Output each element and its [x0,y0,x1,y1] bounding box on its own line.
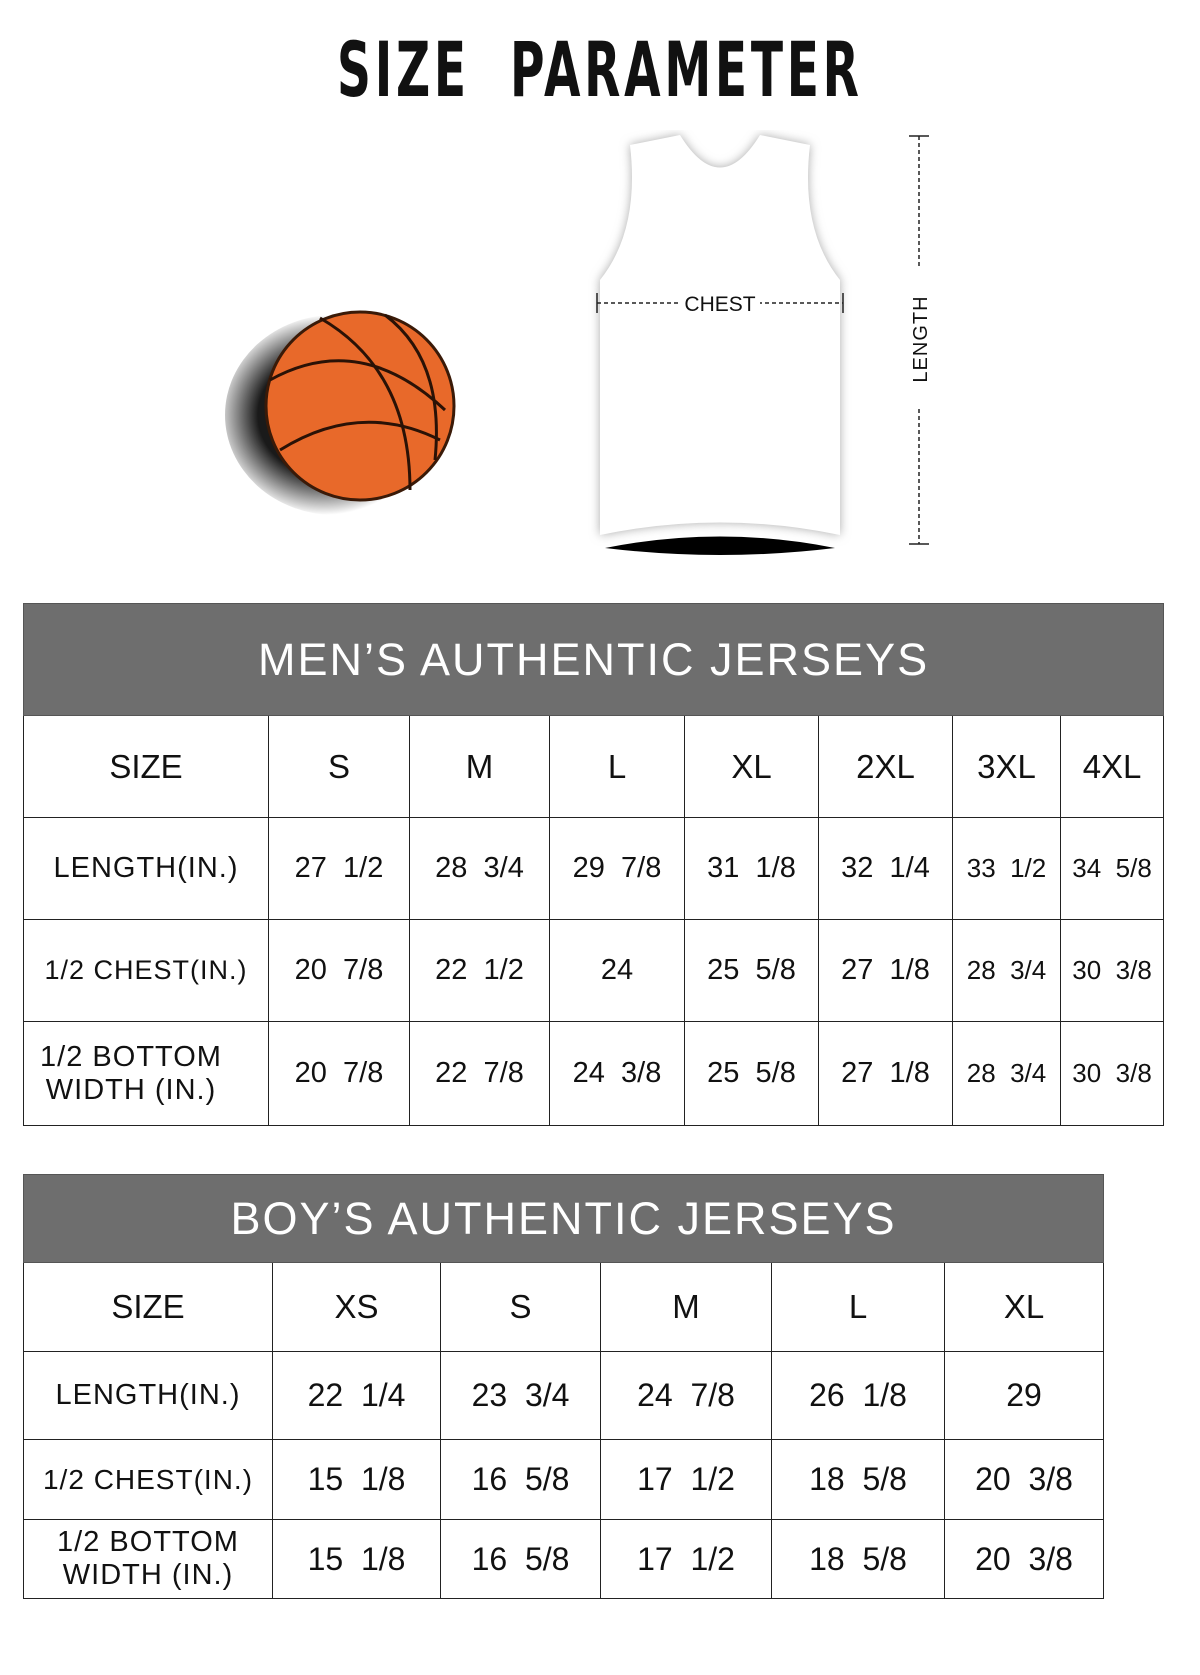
column-header: L [549,715,685,818]
column-header: 4XL [1059,715,1165,818]
row-label: LENGTH(IN.) [23,817,269,920]
boys-size-table: BOY’S AUTHENTIC JERSEYS SIZE XS S M L XL… [22,1174,1105,1599]
cell: 25 5/8 [684,1021,819,1126]
cell: 28 3/4 [409,817,550,920]
table-row: LENGTH(IN.) 22 1/4 23 3/4 24 7/8 26 1/8 … [23,1351,1105,1440]
cell: 32 1/4 [818,817,953,920]
table-row: LENGTH(IN.) 27 1/2 28 3/4 29 7/8 31 1/8 … [23,817,1165,920]
cell: 27 1/8 [818,1021,953,1126]
cell: 29 [943,1351,1105,1440]
cell: 15 1/8 [272,1439,441,1520]
cell: 20 3/8 [943,1439,1105,1520]
cell: 17 1/2 [600,1519,772,1599]
basketball-icon [225,310,456,515]
column-header: S [440,1262,601,1352]
cell: 31 1/8 [684,817,819,920]
cell: 18 5/8 [771,1439,945,1520]
row-label: 1/2 BOTTOM WIDTH (IN.) [23,1519,273,1599]
column-header: SIZE [23,715,269,818]
length-indicator: LENGTH [907,135,933,545]
column-header: M [409,715,550,818]
row-label: 1/2 CHEST(IN.) [23,1439,273,1520]
cell: 27 1/2 [268,817,410,920]
cell: 17 1/2 [600,1439,772,1520]
row-label: 1/2 CHEST(IN.) [23,919,269,1022]
page-title: SIZE PARAMETER [337,25,863,114]
cell: 22 7/8 [409,1021,550,1126]
cell: 34 5/8 [1059,817,1165,920]
cell: 23 3/4 [440,1351,601,1440]
cell: 20 7/8 [268,919,410,1022]
cell: 24 [549,919,685,1022]
column-header: L [771,1262,945,1352]
column-header: 2XL [818,715,953,818]
column-header: M [600,1262,772,1352]
row-label: LENGTH(IN.) [23,1351,273,1440]
table-row: 1/2 BOTTOM WIDTH (IN.) 15 1/8 16 5/8 17 … [23,1519,1105,1599]
cell: 26 1/8 [771,1351,945,1440]
table-row: 1/2 CHEST(IN.) 15 1/8 16 5/8 17 1/2 18 5… [23,1439,1105,1520]
cell: 27 1/8 [818,919,953,1022]
row-label: 1/2 BOTTOM WIDTH (IN.) [23,1021,269,1126]
column-header: XS [272,1262,441,1352]
cell: 18 5/8 [771,1519,945,1599]
cell: 16 5/8 [440,1439,601,1520]
length-label: LENGTH [910,295,932,382]
column-header: SIZE [23,1262,273,1352]
mens-size-table: MEN’S AUTHENTIC JERSEYS SIZE S M L XL 2X… [22,603,1165,1126]
mens-table-title: MEN’S AUTHENTIC JERSEYS [22,603,1165,716]
cell: 33 1/2 [952,817,1061,920]
cell: 22 1/4 [272,1351,441,1440]
table-row: 1/2 CHEST(IN.) 20 7/8 22 1/2 24 25 5/8 2… [23,919,1165,1022]
cell: 22 1/2 [409,919,550,1022]
cell: 24 3/8 [549,1021,685,1126]
jersey-diagram: CHEST [596,135,844,555]
cell: 30 3/8 [1059,919,1165,1022]
column-header: 3XL [952,715,1061,818]
cell: 16 5/8 [440,1519,601,1599]
cell: 20 7/8 [268,1021,410,1126]
column-header: XL [684,715,819,818]
cell: 30 3/8 [1059,1021,1165,1126]
cell: 15 1/8 [272,1519,441,1599]
column-header: XL [943,1262,1105,1352]
column-header: S [268,715,410,818]
boys-table-title: BOY’S AUTHENTIC JERSEYS [22,1174,1105,1263]
cell: 25 5/8 [684,919,819,1022]
cell: 29 7/8 [549,817,685,920]
table-row: 1/2 BOTTOM WIDTH (IN.) 20 7/8 22 7/8 24 … [23,1021,1165,1126]
chest-label: CHEST [684,293,755,316]
cell: 20 3/8 [943,1519,1105,1599]
cell: 28 3/4 [952,919,1061,1022]
cell: 24 7/8 [600,1351,772,1440]
cell: 28 3/4 [952,1021,1061,1126]
